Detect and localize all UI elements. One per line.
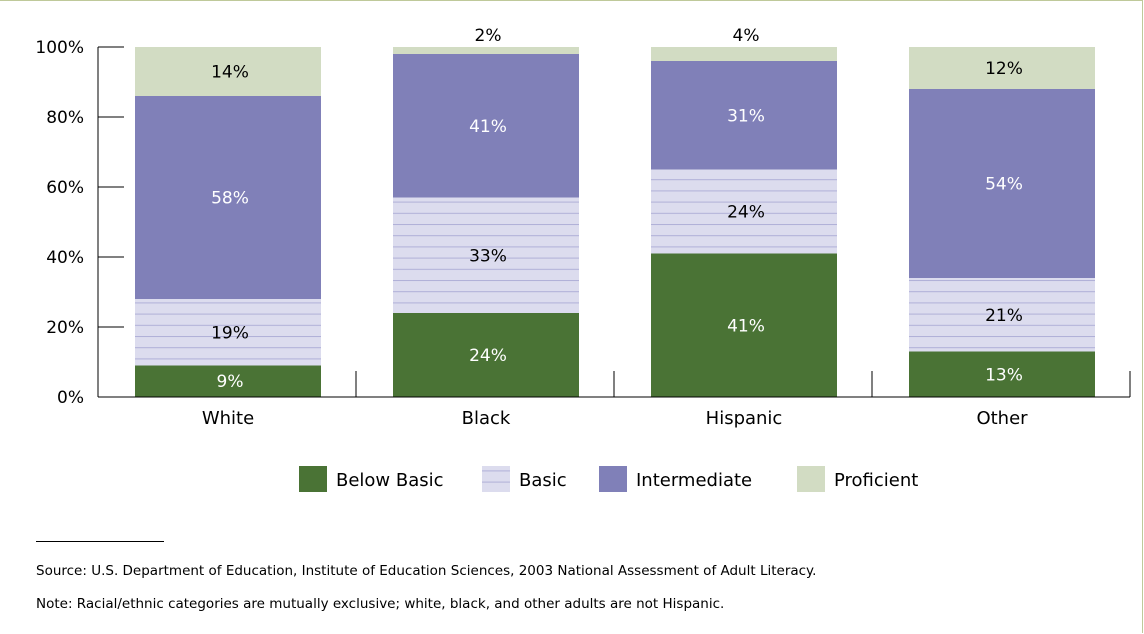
y-tick-label: 100%: [35, 38, 84, 58]
stacked-bar-chart: 0% 20% 40% 60% 80% 100% White Black Hispanic Oth…: [35, 26, 1131, 492]
legend-swatch: [299, 466, 327, 492]
legend-label: Intermediate: [636, 470, 752, 491]
legend: Below Basic Basic Intermediate Proficient: [299, 466, 918, 492]
y-tick-label: 20%: [46, 318, 84, 338]
x-category-label: Other: [976, 408, 1028, 429]
data-label: 12%: [985, 59, 1023, 79]
data-label: 24%: [469, 346, 507, 366]
bar-segment-basic: [393, 197, 579, 313]
data-label: 4%: [733, 26, 760, 46]
y-axis: 0% 20% 40% 60% 80% 100%: [35, 38, 124, 408]
legend-label: Below Basic: [336, 470, 444, 491]
bar-segment-below-basic: [909, 351, 1095, 397]
data-label: 31%: [727, 106, 765, 126]
data-label: 58%: [211, 189, 249, 209]
data-label: 2%: [475, 26, 502, 46]
data-label: 14%: [211, 63, 249, 83]
bars: [135, 47, 1095, 397]
x-category-label: Hispanic: [706, 408, 783, 429]
data-label: 41%: [727, 316, 765, 336]
bar-segment-basic: [651, 169, 837, 254]
bar-segment-below-basic: [135, 365, 321, 397]
source-note: Source: U.S. Department of Education, In…: [36, 563, 817, 579]
bar-segment-intermediate: [135, 96, 321, 299]
y-tick-label: 80%: [46, 108, 84, 128]
data-label: 19%: [211, 323, 249, 343]
y-tick-label: 40%: [46, 248, 84, 268]
bar-segment-below-basic: [651, 253, 837, 397]
bar-segment-proficient: [651, 47, 837, 61]
bar-segment-intermediate: [393, 54, 579, 198]
bar-segment-below-basic: [393, 313, 579, 397]
bar-segment-basic: [909, 278, 1095, 352]
bar-segment-proficient: [393, 47, 579, 54]
bar-segment-proficient: [909, 47, 1095, 89]
category-note: Note: Racial/ethnic categories are mutua…: [36, 596, 725, 612]
legend-swatch: [599, 466, 627, 492]
data-label: 41%: [469, 117, 507, 137]
data-label: 54%: [985, 175, 1023, 195]
bar-segment-intermediate: [651, 61, 837, 170]
data-label: 9%: [217, 372, 244, 392]
legend-label: Proficient: [834, 470, 918, 491]
bar-segment-intermediate: [909, 89, 1095, 278]
bar-segment-proficient: [135, 47, 321, 96]
legend-swatch: [797, 466, 825, 492]
data-label: 21%: [985, 306, 1023, 326]
legend-swatch: [482, 466, 510, 492]
x-axis: White Black Hispanic Other: [98, 371, 1131, 429]
data-label: 33%: [469, 246, 507, 266]
x-category-label: White: [202, 408, 254, 429]
data-labels: 9% 19% 58% 14% 24% 33% 41% 2% 41% 24% 31% 4% 13% 21% 5…: [211, 26, 1023, 392]
data-label: 13%: [985, 365, 1023, 385]
legend-label: Basic: [519, 470, 567, 491]
bar-segment-basic: [135, 299, 321, 366]
footnote-divider: [36, 541, 164, 542]
y-tick-label: 0%: [57, 388, 84, 408]
x-category-label: Black: [462, 408, 511, 429]
data-label: 24%: [727, 203, 765, 223]
y-tick-label: 60%: [46, 178, 84, 198]
